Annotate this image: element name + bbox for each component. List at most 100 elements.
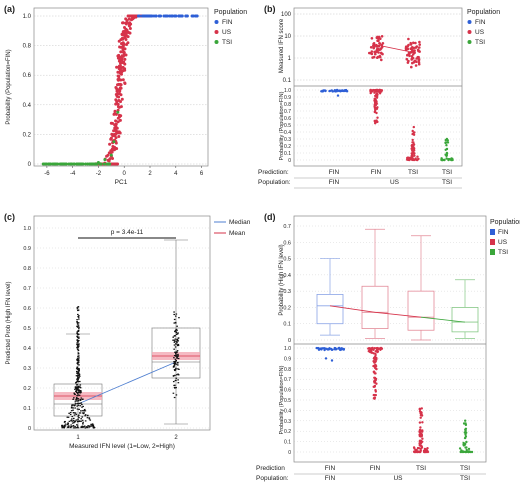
- low-point: [77, 355, 79, 358]
- low-point: [70, 410, 73, 412]
- b-legend-entry-tsi: TSI: [475, 39, 485, 46]
- high-point: [174, 335, 176, 337]
- fin-point: [324, 357, 328, 360]
- us-point: [115, 126, 119, 130]
- low-point: [78, 380, 81, 383]
- us-point: [407, 59, 410, 63]
- high-point: [172, 336, 175, 338]
- y-tick-label-d-top: 0.6: [283, 240, 291, 246]
- low-point: [77, 388, 79, 391]
- high-point: [177, 362, 179, 364]
- us-point: [117, 99, 121, 102]
- us-point: [420, 434, 423, 437]
- high-point: [173, 355, 176, 357]
- y-tick-label-d-bottom: 0.6: [284, 388, 291, 394]
- tsi-point: [69, 162, 73, 166]
- high-point: [174, 362, 176, 365]
- us-point: [119, 114, 123, 118]
- us-point: [373, 50, 376, 54]
- row-title-prediction-b: Prediction:: [258, 169, 289, 176]
- low-point: [80, 402, 82, 404]
- low-point: [89, 425, 92, 427]
- us-point: [375, 356, 378, 360]
- x-axis-label-a: PC1: [115, 179, 128, 186]
- x-tick-label-a: 4: [174, 171, 178, 177]
- y-tick-label-d-bottom: 0: [288, 450, 291, 456]
- y-tick-label-d-bottom: 0.1: [284, 440, 291, 446]
- y-tick-label-c: 0.9: [23, 246, 31, 252]
- low-point: [77, 324, 80, 326]
- low-point: [79, 399, 82, 401]
- us-point: [121, 47, 125, 51]
- us-point: [411, 138, 414, 142]
- low-point: [78, 328, 80, 330]
- low-point: [88, 426, 91, 428]
- low-point: [76, 342, 78, 344]
- high-point: [174, 343, 177, 345]
- a-legend-entry-fin: FIN: [222, 19, 233, 26]
- high-point: [173, 339, 175, 341]
- high-point: [175, 354, 177, 356]
- low-point: [78, 337, 80, 339]
- low-point: [76, 340, 79, 342]
- us-point: [410, 144, 414, 148]
- low-point: [75, 397, 78, 399]
- high-point: [176, 350, 179, 352]
- b-legend-swatch: [467, 20, 472, 24]
- trend-d: [374, 311, 422, 318]
- low-point: [79, 387, 82, 389]
- fin-point: [137, 14, 140, 18]
- us-point: [372, 42, 375, 46]
- high-point: [172, 392, 175, 394]
- low-point: [76, 389, 78, 391]
- y-tick-label-d-bottom: 0.8: [284, 367, 291, 373]
- prediction-label-b: TSI: [442, 169, 452, 176]
- low-point: [80, 397, 83, 399]
- low-point: [79, 405, 82, 407]
- low-point: [73, 422, 75, 424]
- low-point: [77, 404, 80, 406]
- us-point: [414, 46, 418, 49]
- high-point: [177, 364, 179, 366]
- low-point: [82, 405, 84, 408]
- high-point: [175, 394, 178, 396]
- x-tick-label-a: 0: [123, 171, 127, 177]
- tsi-point: [465, 448, 468, 452]
- low-point: [74, 403, 77, 405]
- a-legend-entry-tsi: TSI: [222, 39, 232, 46]
- y-axis-label-b-bottom: Probability (Population=FIN): [279, 91, 285, 160]
- us-point: [115, 102, 119, 106]
- us-point: [380, 90, 383, 93]
- us-point: [117, 105, 121, 109]
- low-point: [81, 419, 84, 421]
- us-point: [419, 426, 422, 429]
- tsi-point: [109, 153, 113, 157]
- x-tick-label-a: -6: [44, 171, 50, 177]
- fin-point: [315, 346, 318, 350]
- y-tick-label-b-bottom: 0.2: [284, 144, 291, 150]
- high-point: [178, 317, 180, 319]
- low-point: [84, 410, 87, 412]
- tsi-point: [72, 162, 76, 166]
- high-point: [175, 333, 178, 335]
- fin-point: [195, 14, 199, 18]
- high-point: [177, 357, 180, 360]
- x-tick-label-a: -4: [70, 171, 76, 177]
- us-point: [121, 36, 124, 40]
- high-point: [174, 351, 176, 353]
- low-point: [77, 316, 80, 318]
- us-point: [412, 446, 416, 449]
- d-legend-entry-us: US: [498, 239, 508, 246]
- low-point: [73, 392, 76, 394]
- low-point: [77, 386, 80, 389]
- low-point: [77, 378, 79, 381]
- us-point: [119, 83, 123, 87]
- low-point: [70, 406, 73, 408]
- high-point: [177, 353, 179, 355]
- low-point: [75, 384, 78, 386]
- panel-b-frame: [293, 7, 463, 167]
- y-tick-label-b-top: 1: [288, 56, 292, 62]
- high-point: [174, 346, 177, 348]
- x-tick-label-c: 1: [76, 435, 80, 441]
- low-point: [71, 420, 74, 422]
